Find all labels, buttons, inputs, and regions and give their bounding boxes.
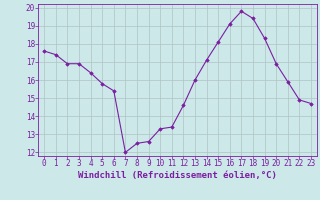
X-axis label: Windchill (Refroidissement éolien,°C): Windchill (Refroidissement éolien,°C) (78, 171, 277, 180)
